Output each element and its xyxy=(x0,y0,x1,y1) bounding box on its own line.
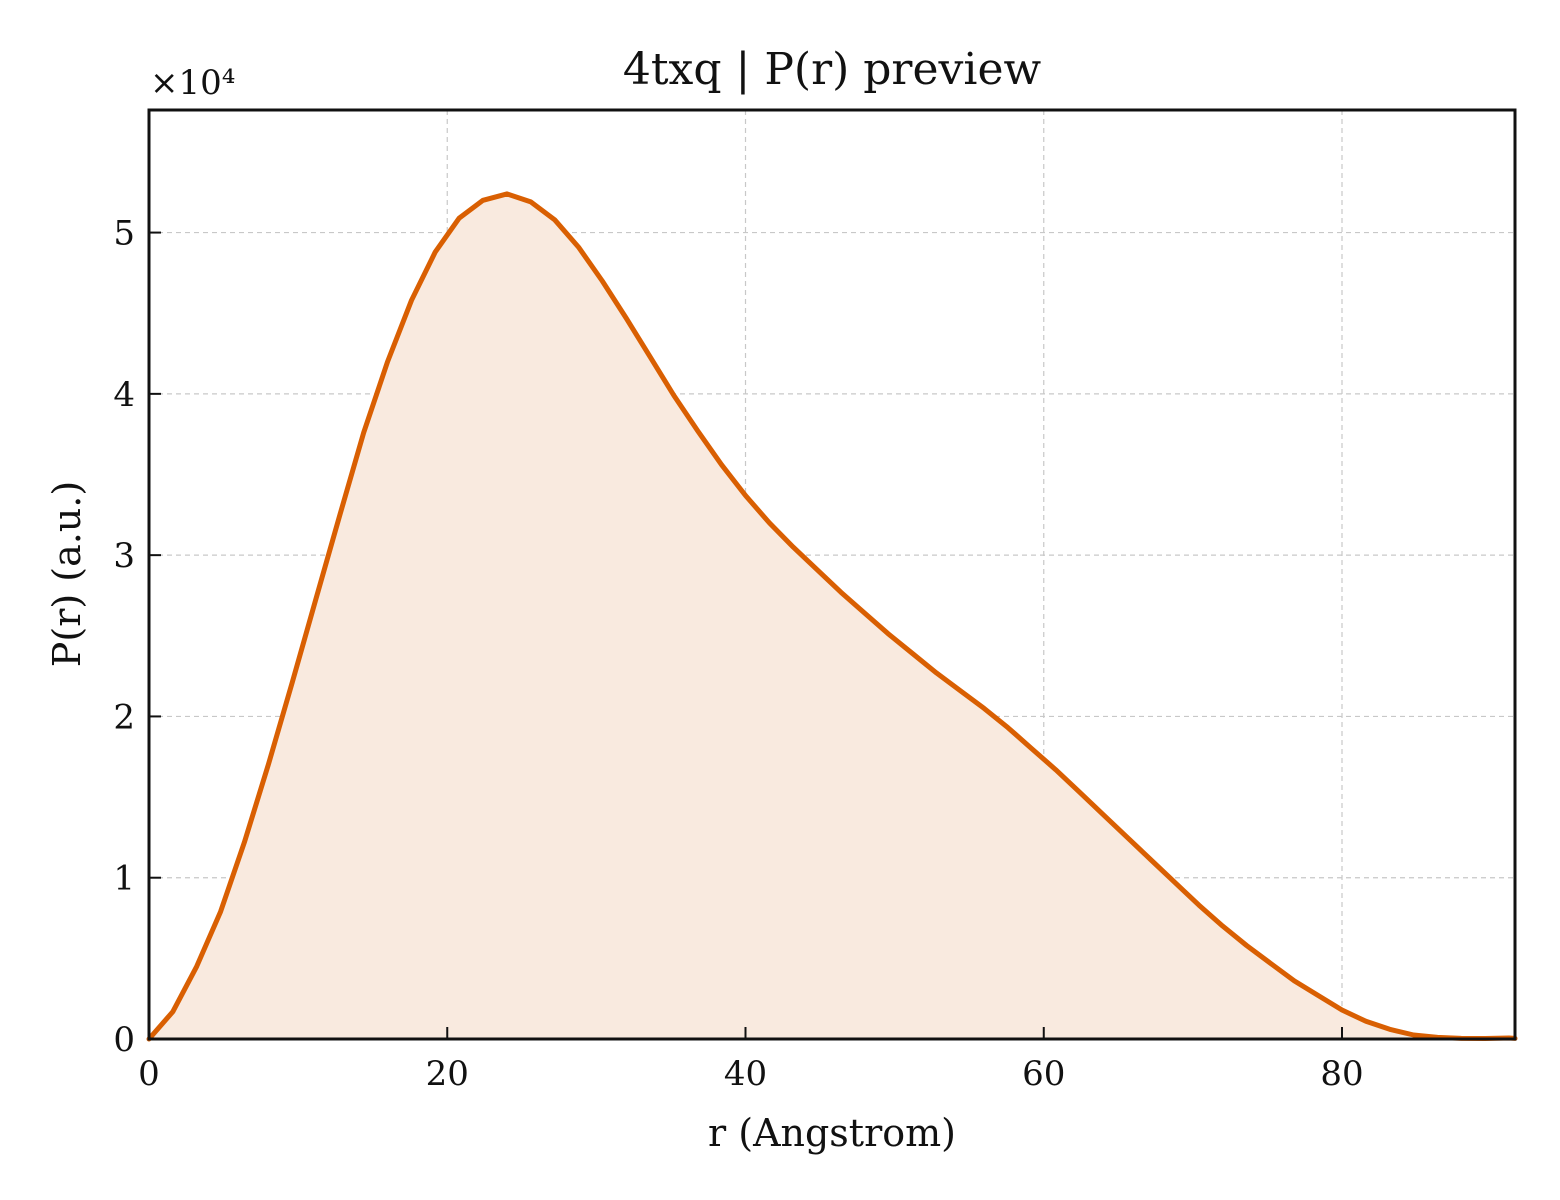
x-tick-label: 0 xyxy=(138,1054,160,1094)
y-tick-label: 4 xyxy=(113,375,135,415)
chart-title: 4txq | P(r) preview xyxy=(623,44,1042,95)
y-axis-multiplier: ×10⁴ xyxy=(150,63,235,103)
x-tick-label: 60 xyxy=(1022,1054,1065,1094)
y-axis-label: P(r) (a.u.) xyxy=(45,481,89,667)
x-tick-label: 80 xyxy=(1320,1054,1363,1094)
y-tick-label: 0 xyxy=(113,1020,135,1060)
plot-frame xyxy=(147,108,1517,1041)
y-tick-label: 1 xyxy=(113,859,135,899)
area-fill xyxy=(149,193,1515,1039)
tick-labels: 0 20 40 60 80 0 1 2 3 4 5 xyxy=(113,214,1363,1094)
y-tick-label: 2 xyxy=(113,697,135,737)
x-tick-label: 40 xyxy=(724,1054,767,1094)
x-axis-label: r (Angstrom) xyxy=(708,1111,956,1155)
y-tick-label: 3 xyxy=(113,536,135,576)
x-tick-label: 20 xyxy=(426,1054,469,1094)
series-line xyxy=(146,191,1518,1042)
y-tick-label: 5 xyxy=(113,214,135,254)
